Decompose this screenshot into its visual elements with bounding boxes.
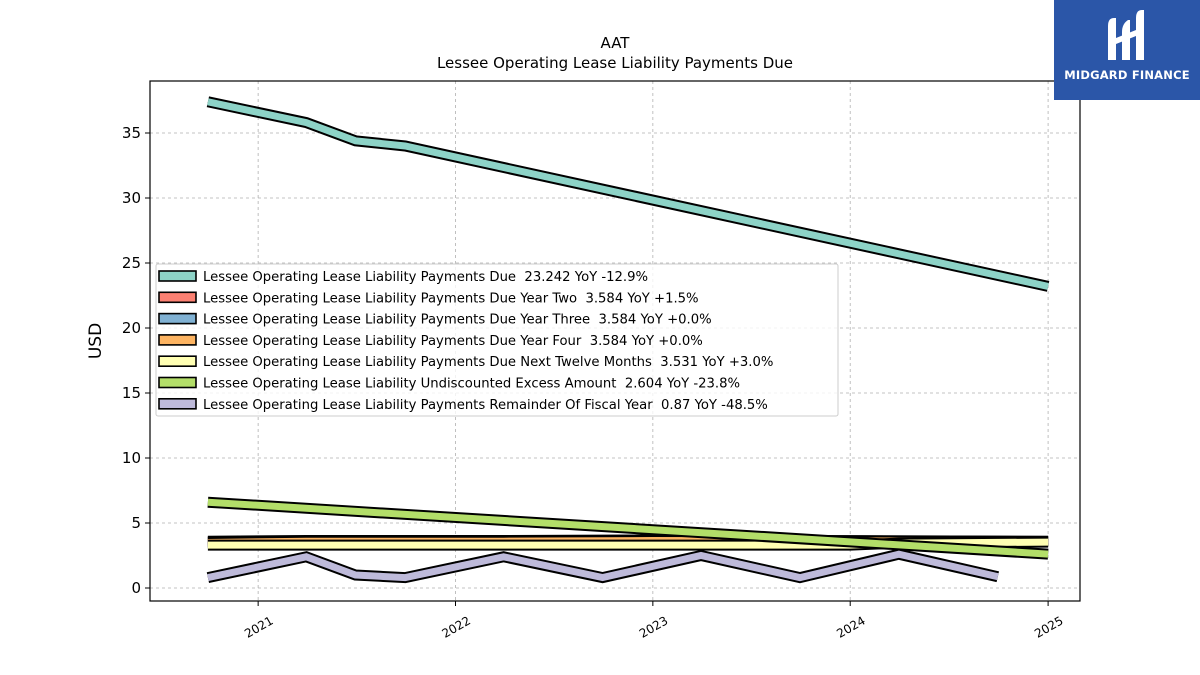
series-7 (206, 548, 1000, 584)
chart-title: AAT (601, 34, 631, 52)
legend-box (155, 263, 839, 417)
y-tick-label: 15 (122, 384, 141, 402)
logo-mark-icon (1108, 10, 1144, 60)
legend-swatch (158, 291, 197, 304)
y-tick-label: 35 (122, 124, 141, 142)
legend-swatch (158, 270, 197, 282)
legend-entry: Lessee Operating Lease Liability Payment… (203, 334, 703, 349)
y-tick-label: 20 (122, 319, 141, 337)
y-axis-label: USD (86, 323, 106, 359)
legend-entry: Lessee Operating Lease Liability Payment… (203, 291, 699, 306)
legend-swatch (158, 312, 197, 325)
y-tick-label: 10 (122, 449, 141, 467)
legend: Lessee Operating Lease Liability Payment… (155, 263, 839, 417)
legend-entry: Lessee Operating Lease Liability Payment… (203, 270, 648, 285)
brand-logo: MIDGARD FINANCE (1054, 0, 1200, 100)
legend-entry: Lessee Operating Lease Liability Payment… (203, 398, 768, 413)
legend-swatch (158, 376, 197, 389)
series-layer (206, 96, 1050, 584)
logo-text: MIDGARD FINANCE (1064, 68, 1190, 82)
legend-entry: Lessee Operating Lease Liability Payment… (203, 355, 773, 370)
x-tick-label: 2024 (834, 613, 867, 640)
y-tick-label: 0 (131, 579, 141, 597)
x-tick-label: 2025 (1032, 613, 1065, 640)
legend-entry: Lessee Operating Lease Liability Undisco… (203, 377, 740, 392)
series-line (207, 498, 1049, 558)
series-6 (207, 496, 1049, 560)
legend-swatch (158, 355, 197, 368)
y-tick-label: 5 (131, 514, 141, 532)
series-1 (206, 96, 1050, 292)
x-tick-label: 2023 (637, 613, 670, 640)
y-tick-label: 30 (122, 189, 141, 207)
chart-subtitle: Lessee Operating Lease Liability Payment… (437, 54, 793, 72)
plot-frame (149, 80, 1081, 602)
series-line (207, 550, 999, 582)
legend-swatch (158, 397, 197, 410)
x-tick-label: 2021 (242, 613, 275, 640)
legend-swatch (158, 334, 197, 346)
x-tick-label: 2022 (440, 613, 473, 640)
y-tick-label: 25 (122, 254, 141, 272)
series-line (207, 98, 1049, 290)
legend-entry: Lessee Operating Lease Liability Payment… (203, 313, 712, 328)
